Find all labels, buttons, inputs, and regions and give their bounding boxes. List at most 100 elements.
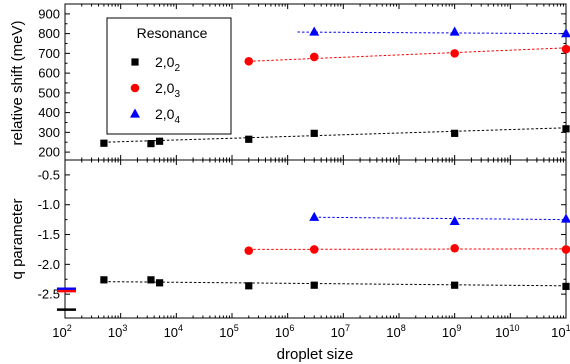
x-tick-exponent: 7	[345, 323, 350, 333]
data-point-circle	[561, 44, 570, 54]
data-point-triangle	[561, 213, 570, 223]
x-tick-label: 108	[386, 323, 405, 340]
axis-titles: droplet size relative shift (meV) q parame…	[9, 20, 353, 363]
x-tick-exponent: 8	[401, 323, 406, 333]
data-point-square	[155, 279, 164, 287]
x-tick-base: 10	[495, 325, 509, 340]
legend-box	[106, 17, 232, 135]
x-axis-title: droplet size	[277, 346, 354, 363]
data-point-triangle	[309, 26, 320, 36]
y-tick-label: -2.5	[38, 287, 60, 302]
y-tick-label: 800	[38, 26, 60, 41]
x-tick-label: 104	[164, 323, 183, 340]
legend-label: 2,04	[155, 106, 180, 126]
x-tick-label: 103	[108, 323, 127, 340]
x-tick-label: 102	[52, 323, 71, 340]
data-point-square	[147, 276, 155, 284]
x-tick-label: 107	[331, 323, 350, 340]
legend-label: 2,03	[155, 80, 180, 100]
x-tick-base: 10	[164, 325, 178, 340]
legend-marker-triangle	[130, 108, 140, 118]
data-point-square	[310, 129, 318, 137]
legend-label: 2,02	[155, 54, 180, 74]
y-tick-label: 700	[38, 46, 60, 61]
bottom-panel: -2.5 -2.0 -1.5 -1.0 -0.5	[38, 159, 570, 319]
y-axis-title-bottom: q parameter	[9, 199, 26, 280]
data-point-square	[245, 135, 253, 143]
fit-line	[248, 248, 567, 250]
data-point-circle	[450, 243, 459, 253]
legend-label-subscript: 3	[174, 89, 180, 100]
x-tick-exponent: 2	[67, 323, 72, 333]
data-point-circle	[561, 245, 570, 254]
data-point-square	[451, 281, 459, 289]
x-tick-label: 1011	[551, 323, 570, 340]
x-tick-exponent: 5	[234, 323, 239, 333]
x-tick-label: 1010	[495, 323, 519, 340]
x-tick-exponent: 10	[510, 323, 520, 333]
data-point-square	[147, 140, 155, 148]
x-tick-base: 10	[275, 325, 289, 340]
data-point-triangle	[561, 28, 570, 38]
legend-marker-circle	[130, 83, 140, 93]
data-point-square	[451, 129, 459, 137]
top-panel: 200 300 400 500 600 700 800 900	[38, 3, 570, 161]
data-point-circle	[244, 56, 254, 66]
data-point-square	[562, 282, 570, 290]
y-axis-title-top: relative shift (meV)	[9, 20, 26, 145]
x-tick-exponent: 3	[122, 323, 127, 333]
x-tick-exponent: 4	[178, 323, 183, 333]
y-tick-label: -2.0	[38, 257, 60, 272]
data-point-circle	[450, 49, 459, 58]
data-point-square	[310, 281, 318, 289]
x-tick-base: 10	[108, 325, 122, 340]
x-tick-base: 10	[551, 325, 565, 340]
x-tick-label: 106	[275, 323, 294, 340]
y-tick-label: -1.0	[38, 197, 60, 212]
data-point-circle	[309, 245, 319, 254]
x-tick-exponent: 11	[566, 323, 570, 333]
x-tick-exponent: 6	[289, 323, 294, 333]
y-tick-label: 400	[38, 105, 60, 120]
x-tick-base: 10	[442, 325, 456, 340]
data-point-triangle	[449, 26, 460, 36]
y-tick-label: 300	[38, 125, 60, 140]
y-tick-label: -0.5	[38, 167, 60, 182]
legend-title: Resonance	[137, 25, 208, 41]
x-tick-base: 10	[219, 325, 233, 340]
fit-line	[103, 127, 567, 143]
data-point-circle	[309, 52, 319, 62]
fit-line	[103, 281, 567, 287]
x-tick-label: 109	[442, 323, 461, 340]
data-point-square	[245, 282, 253, 290]
legend-label-base: 2,0	[155, 80, 175, 96]
x-tick-base: 10	[331, 325, 345, 340]
legend-label-base: 2,0	[155, 106, 175, 122]
legend-label-subscript: 2	[174, 63, 180, 74]
legend-marker-square	[131, 58, 139, 66]
y-tick-label: 200	[38, 145, 60, 160]
x-tick-base: 10	[52, 325, 66, 340]
legend-label-subscript: 4	[174, 115, 180, 126]
data-point-triangle	[309, 211, 320, 221]
fit-line	[297, 31, 567, 35]
x-tick-label: 105	[219, 323, 238, 340]
data-point-square	[562, 125, 570, 133]
data-point-square	[100, 276, 108, 284]
x-tick-exponent: 9	[456, 323, 461, 333]
data-point-triangle	[449, 215, 460, 226]
x-tick-base: 10	[386, 325, 400, 340]
y-tick-label: 600	[38, 66, 60, 81]
y-tick-label: 500	[38, 85, 60, 100]
y-tick-label: -1.5	[38, 227, 60, 242]
data-point-square	[155, 137, 164, 145]
y-tick-label: 900	[38, 6, 60, 21]
data-point-square	[100, 139, 108, 147]
fit-line	[248, 47, 567, 62]
legend-label-base: 2,0	[155, 54, 175, 70]
data-point-circle	[244, 246, 254, 255]
fit-line	[314, 216, 567, 221]
plot-frame	[64, 159, 567, 319]
